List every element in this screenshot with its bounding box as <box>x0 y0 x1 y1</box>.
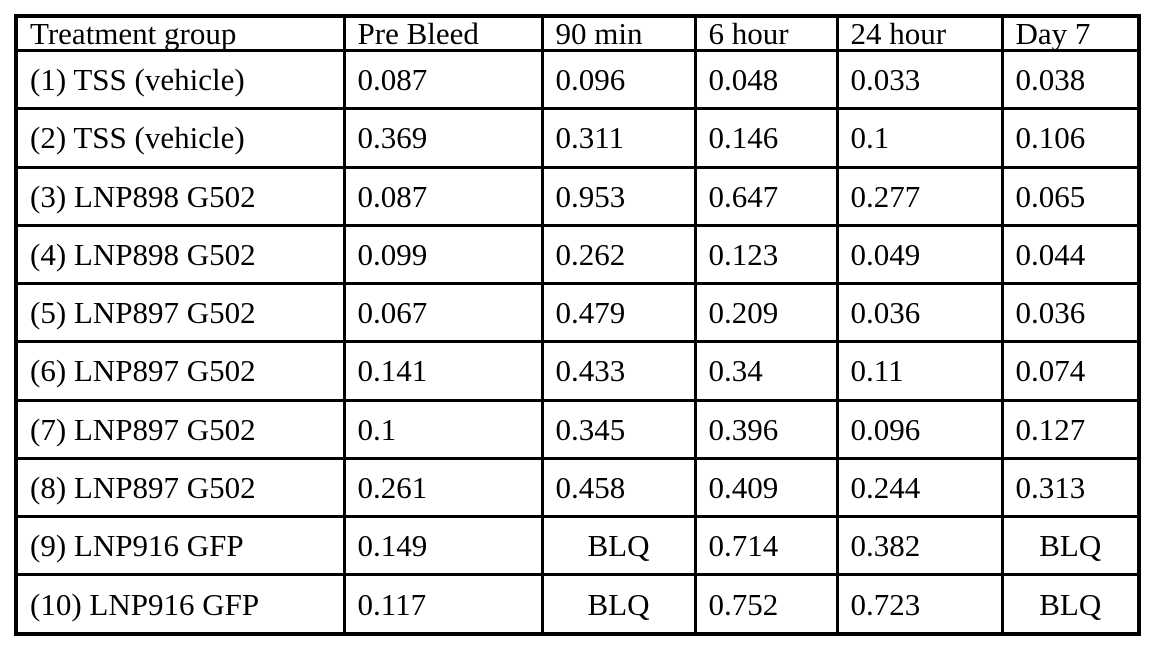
value-cell: 0.117 <box>342 573 544 636</box>
value-cell: 0.146 <box>693 107 839 169</box>
value-cell: BLQ <box>1000 573 1141 636</box>
group-cell: (6) LNP897 G502 <box>14 340 346 402</box>
value-cell: 0.458 <box>540 456 697 519</box>
value-cell: 0.479 <box>540 281 697 344</box>
value-cell: 0.261 <box>342 456 544 519</box>
value-cell: 0.149 <box>342 514 544 577</box>
column-header-4: 24 hour <box>835 14 1004 52</box>
value-cell: 0.752 <box>693 573 839 636</box>
value-cell: BLQ <box>540 573 697 636</box>
value-cell: 0.369 <box>342 107 544 169</box>
column-header-0: Treatment group <box>14 14 346 52</box>
group-cell: (2) TSS (vehicle) <box>14 107 346 169</box>
table-row: (8) LNP897 G502 0.261 0.458 0.409 0.244 0.313 <box>14 456 1141 519</box>
value-cell: 0.647 <box>693 165 839 227</box>
value-cell: BLQ <box>1000 514 1141 577</box>
group-cell: (10) LNP916 GFP <box>14 573 346 636</box>
value-cell: 0.396 <box>693 398 839 460</box>
group-cell: (3) LNP898 G502 <box>14 165 346 227</box>
table-row: (9) LNP916 GFP 0.149 BLQ 0.714 0.382 BLQ <box>14 514 1141 577</box>
table-row: (6) LNP897 G502 0.141 0.433 0.34 0.11 0.074 <box>14 340 1141 402</box>
value-cell: 0.11 <box>835 340 1004 402</box>
column-header-2: 90 min <box>540 14 697 52</box>
value-cell: 0.096 <box>540 48 697 111</box>
table-row: (10) LNP916 GFP 0.117 BLQ 0.752 0.723 BLQ <box>14 573 1141 636</box>
table-body: (1) TSS (vehicle) 0.087 0.096 0.048 0.033 0.0… <box>14 48 1141 636</box>
value-cell: 0.123 <box>693 223 839 286</box>
value-cell: BLQ <box>540 514 697 577</box>
value-cell: 0.044 <box>1000 223 1141 286</box>
column-header-5: Day 7 <box>1000 14 1141 52</box>
value-cell: 0.127 <box>1000 398 1141 460</box>
value-cell: 0.096 <box>835 398 1004 460</box>
group-cell: (7) LNP897 G502 <box>14 398 346 460</box>
value-cell: 0.141 <box>342 340 544 402</box>
value-cell: 0.033 <box>835 48 1004 111</box>
table-row: (7) LNP897 G502 0.1 0.345 0.396 0.096 0.127 <box>14 398 1141 460</box>
value-cell: 0.099 <box>342 223 544 286</box>
group-cell: (4) LNP898 G502 <box>14 223 346 286</box>
table-header: Treatment group Pre Bleed 90 min 6 hour 24 h… <box>14 14 1141 52</box>
table-row: (4) LNP898 G502 0.099 0.262 0.123 0.049 0.044 <box>14 223 1141 286</box>
table-row: (5) LNP897 G502 0.067 0.479 0.209 0.036 0.036 <box>14 281 1141 344</box>
value-cell: 0.065 <box>1000 165 1141 227</box>
value-cell: 0.209 <box>693 281 839 344</box>
value-cell: 0.953 <box>540 165 697 227</box>
value-cell: 0.714 <box>693 514 839 577</box>
value-cell: 0.049 <box>835 223 1004 286</box>
group-cell: (8) LNP897 G502 <box>14 456 346 519</box>
group-cell: (5) LNP897 G502 <box>14 281 346 344</box>
table-row: (3) LNP898 G502 0.087 0.953 0.647 0.277 0.065 <box>14 165 1141 227</box>
table-row: (1) TSS (vehicle) 0.087 0.096 0.048 0.033 0.0… <box>14 48 1141 111</box>
value-cell: 0.087 <box>342 165 544 227</box>
value-cell: 0.723 <box>835 573 1004 636</box>
value-cell: 0.048 <box>693 48 839 111</box>
value-cell: 0.311 <box>540 107 697 169</box>
value-cell: 0.433 <box>540 340 697 402</box>
value-cell: 0.244 <box>835 456 1004 519</box>
column-header-3: 6 hour <box>693 14 839 52</box>
value-cell: 0.409 <box>693 456 839 519</box>
value-cell: 0.036 <box>1000 281 1141 344</box>
value-cell: 0.313 <box>1000 456 1141 519</box>
value-cell: 0.345 <box>540 398 697 460</box>
value-cell: 0.067 <box>342 281 544 344</box>
table-header-row: Treatment group Pre Bleed 90 min 6 hour 24 h… <box>14 14 1141 52</box>
group-cell: (1) TSS (vehicle) <box>14 48 346 111</box>
treatment-results-table: Treatment group Pre Bleed 90 min 6 hour 24 h… <box>14 14 1141 636</box>
value-cell: 0.036 <box>835 281 1004 344</box>
value-cell: 0.106 <box>1000 107 1141 169</box>
value-cell: 0.262 <box>540 223 697 286</box>
value-cell: 0.074 <box>1000 340 1141 402</box>
value-cell: 0.038 <box>1000 48 1141 111</box>
table-row: (2) TSS (vehicle) 0.369 0.311 0.146 0.1 0.106 <box>14 107 1141 169</box>
value-cell: 0.382 <box>835 514 1004 577</box>
value-cell: 0.34 <box>693 340 839 402</box>
value-cell: 0.1 <box>342 398 544 460</box>
value-cell: 0.277 <box>835 165 1004 227</box>
column-header-1: Pre Bleed <box>342 14 544 52</box>
group-cell: (9) LNP916 GFP <box>14 514 346 577</box>
value-cell: 0.1 <box>835 107 1004 169</box>
value-cell: 0.087 <box>342 48 544 111</box>
